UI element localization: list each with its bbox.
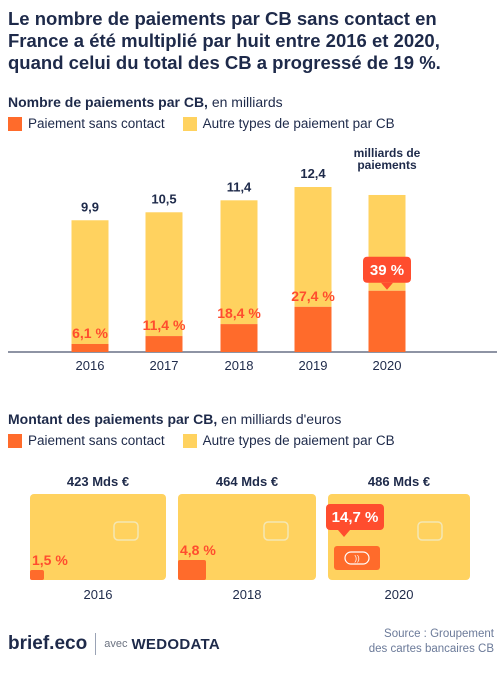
total-label-2018: 11,4 — [227, 179, 252, 194]
legend2-swatch-other — [182, 433, 197, 448]
chart1-svg: 2016 9,9 6,1 % 2017 10,5 11,4 % 2018 11,4 18,4 %… — [8, 145, 497, 373]
x-tick-label-2018: 2018 — [225, 358, 254, 373]
nfc-waves-icon: )) — [354, 554, 360, 563]
footer-separator — [95, 633, 97, 655]
x-tick-label-2016: 2016 — [76, 358, 105, 373]
pct-callout-box-2020 — [363, 256, 411, 283]
chart2-svg: 423 Mds € 2016 1,5 % 464 Mds € 2018 4,8 % 486 … — [30, 474, 470, 602]
source-note: Source : Groupement des cartes bancaires… — [294, 627, 494, 657]
legend-label-other: Autre types de paiement par CB — [202, 116, 395, 131]
chart2-legend: Paiement sans contact Autre types de pai… — [8, 433, 413, 448]
annotation-2020-line1: milliards de — [354, 146, 421, 160]
partner-logo: WEDODATA — [131, 635, 220, 653]
total-label-2020: 11,8 — [375, 145, 400, 146]
x-tick-label-2020: 2020 — [373, 358, 402, 373]
pct-callout-pointer-2020 — [338, 530, 350, 537]
card-chip-2018 — [263, 521, 289, 541]
chart2-title-bold: Montant des paiements par CB, — [8, 411, 218, 427]
legend2-contactless: Paiement sans contact — [8, 433, 165, 448]
bar-contactless-2018 — [220, 324, 258, 352]
legend2-label-other: Autre types de paiement par CB — [202, 433, 395, 448]
legend-label-contactless: Paiement sans contact — [28, 116, 165, 131]
chart1-title-bold: Nombre de paiements par CB, — [8, 94, 208, 110]
x-tick-label-2018: 2018 — [233, 587, 262, 602]
card-2016 — [30, 494, 166, 580]
brand-logo: brief.eco — [8, 633, 88, 654]
contactless-square-2018 — [178, 560, 206, 580]
x-tick-label-2017: 2017 — [150, 358, 179, 373]
nfc-icon — [344, 551, 370, 565]
x-tick-label-2019: 2019 — [299, 358, 328, 373]
pct-label-2020: 14,7 % — [332, 509, 379, 526]
legend-contactless: Paiement sans contact — [8, 116, 165, 131]
footer-avec: avec — [104, 638, 128, 650]
pct-label-2017: 11,4 % — [143, 317, 186, 333]
contactless-square-2016 — [30, 570, 44, 580]
legend-swatch-contactless — [8, 116, 22, 131]
chart1-legend: Paiement sans contact Autre types de pai… — [8, 116, 413, 131]
bar-other-2018 — [220, 200, 258, 325]
headline: Le nombre de paiements par CB sans conta… — [8, 8, 441, 73]
chart2-title: Montant des paiements par CB, en milliar… — [8, 411, 341, 427]
annotation-2020-line2: paiements — [357, 158, 417, 172]
bar-contactless-2020 — [368, 290, 406, 352]
pct-callout-pointer-2020 — [381, 282, 393, 290]
x-tick-label-2016: 2016 — [84, 587, 113, 602]
total-label-2019: 12,4 — [300, 166, 326, 181]
source-line-1: Source : Groupement — [384, 628, 494, 640]
source-line-2: des cartes bancaires CB — [368, 643, 494, 655]
bar-contactless-2019 — [294, 306, 332, 352]
bar-other-2017 — [145, 212, 183, 337]
bar-contactless-2016 — [71, 343, 109, 352]
pct-label-2018: 4,8 % — [180, 542, 216, 558]
legend-other: Autre types de paiement par CB — [182, 116, 395, 131]
bar-other-2019 — [294, 187, 332, 307]
card-2018 — [178, 494, 316, 580]
legend2-other: Autre types de paiement par CB — [182, 433, 395, 448]
amount-label-2020: 486 Mds € — [368, 474, 430, 489]
card-chip-2020 — [417, 521, 443, 541]
total-label-2017: 10,5 — [151, 191, 176, 206]
x-tick-label-2020: 2020 — [385, 587, 414, 602]
card-chip-2016 — [113, 521, 139, 541]
amount-label-2018: 464 Mds € — [216, 474, 278, 489]
total-label-2016: 9,9 — [81, 199, 99, 214]
pct-label-2018: 18,4 % — [217, 305, 261, 321]
bar-other-2016 — [71, 220, 109, 344]
legend-swatch-other — [182, 116, 197, 131]
chart1-title: Nombre de paiements par CB, en milliards — [8, 94, 283, 110]
legend2-label-contactless: Paiement sans contact — [28, 433, 165, 448]
pct-label-2016: 1,5 % — [32, 552, 68, 568]
amount-label-2016: 423 Mds € — [67, 474, 129, 489]
pct-label-2020: 39 % — [370, 262, 404, 279]
footer-brand: brief.eco avec WEDODATA — [8, 633, 220, 655]
legend2-swatch-contactless — [8, 433, 22, 448]
pct-label-2019: 27,4 % — [291, 288, 335, 304]
bar-contactless-2017 — [145, 336, 183, 352]
pct-callout-box-2020 — [326, 504, 384, 530]
pct-label-2016: 6,1 % — [72, 325, 108, 341]
chart1-title-rest: en milliards — [207, 94, 283, 110]
chart2-title-rest: en milliards d'euros — [217, 411, 342, 427]
contactless-square-2020 — [334, 546, 380, 570]
